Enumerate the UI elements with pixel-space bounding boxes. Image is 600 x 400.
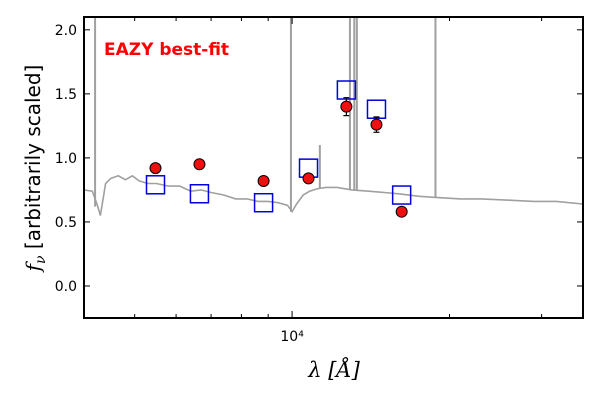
y-tick-label: 1.5 bbox=[55, 87, 77, 103]
x-axis-unit: Å bbox=[333, 357, 351, 382]
observed-flux-point bbox=[149, 162, 162, 175]
x-tick-label: 10⁴ bbox=[280, 329, 304, 345]
plot-frame bbox=[83, 16, 584, 319]
observed-flux-point bbox=[193, 158, 206, 171]
model-flux-marker bbox=[253, 192, 274, 213]
x-axis-ticks: 10⁴ bbox=[83, 17, 543, 345]
observed-flux-point bbox=[257, 174, 270, 187]
x-axis-title: λ [Å] bbox=[307, 357, 360, 382]
observed-flux-point bbox=[395, 205, 408, 218]
model-flux-marker bbox=[145, 175, 166, 195]
observed-flux-point bbox=[302, 172, 315, 185]
model-flux-marker bbox=[189, 184, 210, 204]
y-tick-label: 0.5 bbox=[55, 215, 77, 231]
y-axis-title: fν [arbitrarily scaled] bbox=[21, 65, 49, 274]
chart-annotation: EAZY best-fit bbox=[104, 40, 229, 60]
observed-photometry-group bbox=[149, 97, 408, 218]
y-tick-label: 1.0 bbox=[55, 151, 77, 167]
model-flux-marker bbox=[366, 99, 387, 119]
y-tick-label: 0.0 bbox=[55, 279, 77, 295]
model-flux-marker bbox=[336, 80, 357, 100]
model-flux-marker bbox=[391, 185, 412, 205]
y-axis-ticks: 0.0 0.5 1.0 1.5 2.0 bbox=[55, 23, 583, 295]
y-tick-label: 2.0 bbox=[55, 23, 77, 39]
observed-flux-point bbox=[340, 100, 353, 113]
observed-flux-point bbox=[370, 118, 383, 131]
template-spectrum-line bbox=[83, 174, 584, 216]
